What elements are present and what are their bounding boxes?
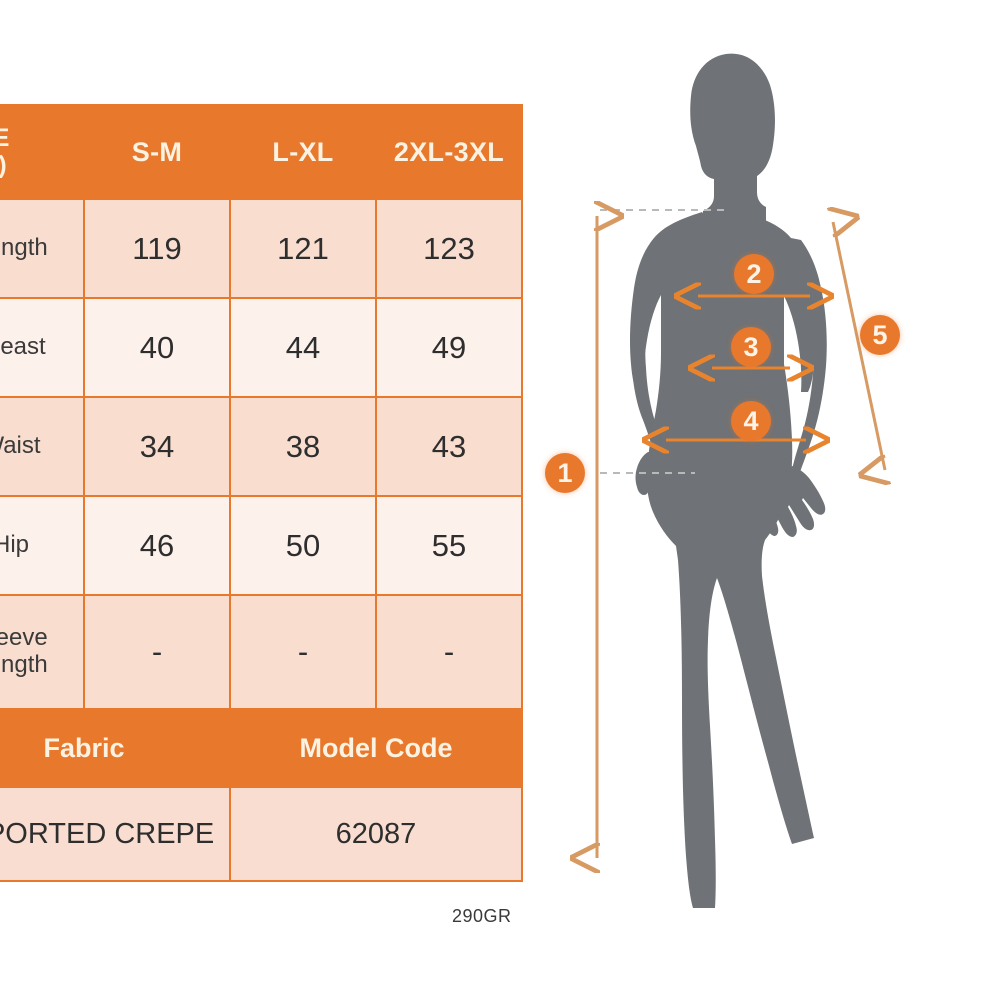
cell-hip-2xl-3xl: 55	[375, 495, 523, 596]
size-header-line1: SIZE	[0, 123, 10, 152]
size-table-container: SIZE (cm) S-M L-XL 2XL-3XL Length 119 12…	[0, 104, 523, 882]
row-label-breast: Breast	[0, 297, 85, 398]
cell-breast-2xl-3xl: 49	[375, 297, 523, 398]
column-header-l-xl: L-XL	[229, 104, 377, 200]
cell-hip-s-m: 46	[83, 495, 231, 596]
row-label-hip: Hip	[0, 495, 85, 596]
size-table-body: Length 119 121 123 Breast 40 44 49 Waist…	[0, 198, 523, 882]
table-row-hip: Hip 46 50 55	[0, 495, 523, 596]
female-silhouette-icon	[630, 53, 827, 908]
size-table-header: SIZE (cm) S-M L-XL 2XL-3XL	[0, 104, 523, 200]
column-header-s-m: S-M	[83, 104, 231, 200]
cell-sleeve-2xl-3xl: -	[375, 594, 523, 710]
marker-3-waist: 3	[731, 327, 771, 367]
measurement-figure: 1 2 3 4 5	[530, 0, 1000, 1000]
table-row-breast: Breast 40 44 49	[0, 297, 523, 398]
table-footer-value-row: IMPORTED CREPE 62087	[0, 786, 523, 882]
row-label-sleeve-line1: Sleeve	[0, 624, 48, 652]
fabric-value: IMPORTED CREPE	[0, 786, 231, 882]
cell-waist-l-xl: 38	[229, 396, 377, 497]
model-code-value: 62087	[229, 786, 523, 882]
cell-waist-2xl-3xl: 43	[375, 396, 523, 497]
table-row-waist: Waist 34 38 43	[0, 396, 523, 497]
cell-breast-s-m: 40	[83, 297, 231, 398]
cell-length-2xl-3xl: 123	[375, 198, 523, 299]
cell-length-s-m: 119	[83, 198, 231, 299]
table-footer-header-row: Fabric Model Code	[0, 708, 523, 788]
row-label-sleeve-line2: Length	[0, 651, 48, 678]
row-label-length: Length	[0, 198, 85, 299]
cell-hip-l-xl: 50	[229, 495, 377, 596]
weight-note: 290GR	[452, 906, 512, 926]
table-row-sleeve-length: Sleeve Length - - -	[0, 594, 523, 710]
marker-1-length: 1	[545, 453, 585, 493]
size-header-corner: SIZE (cm)	[0, 104, 85, 200]
figure-svg	[530, 53, 1000, 908]
cell-length-l-xl: 121	[229, 198, 377, 299]
cell-waist-s-m: 34	[83, 396, 231, 497]
marker-2-breast: 2	[734, 254, 774, 294]
table-header-row: SIZE (cm) S-M L-XL 2XL-3XL	[0, 104, 523, 200]
sleeve-length-measure-arrow	[833, 222, 885, 470]
model-code-header: Model Code	[229, 708, 523, 788]
cell-sleeve-s-m: -	[83, 594, 231, 710]
size-header-line2: (cm)	[0, 151, 83, 180]
row-label-waist: Waist	[0, 396, 85, 497]
cell-breast-l-xl: 44	[229, 297, 377, 398]
fabric-header: Fabric	[0, 708, 231, 788]
marker-5-sleeve-length: 5	[860, 315, 900, 355]
cell-sleeve-l-xl: -	[229, 594, 377, 710]
column-header-2xl-3xl: 2XL-3XL	[375, 104, 523, 200]
row-label-sleeve-length: Sleeve Length	[0, 594, 85, 710]
marker-4-hip: 4	[731, 401, 771, 441]
table-row-length: Length 119 121 123	[0, 198, 523, 299]
size-table: SIZE (cm) S-M L-XL 2XL-3XL Length 119 12…	[0, 104, 523, 882]
